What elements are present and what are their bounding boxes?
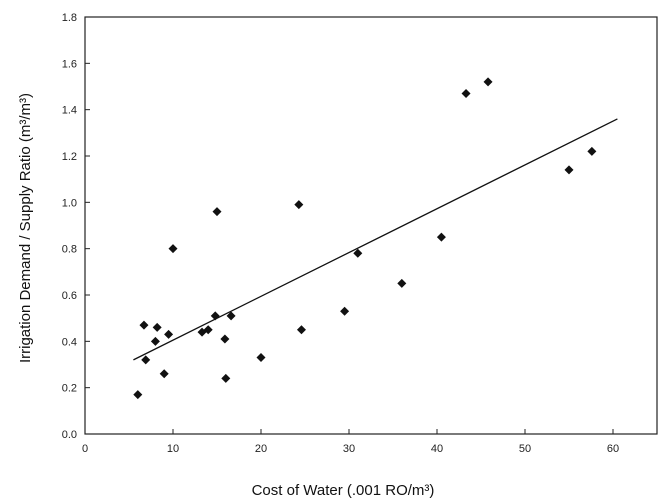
y-tick-label: 0.0	[62, 429, 77, 441]
data-point-diamond	[212, 207, 222, 217]
data-point-diamond	[220, 334, 230, 344]
data-point-diamond	[159, 369, 169, 379]
x-tick-label: 60	[607, 443, 619, 455]
data-point-diamond	[436, 232, 446, 242]
data-point-diamond	[256, 353, 266, 363]
data-point-diamond	[150, 336, 160, 346]
y-tick-label: 0.8	[62, 244, 77, 256]
data-point-diamond	[164, 329, 174, 339]
data-point-diamond	[139, 320, 149, 330]
x-tick-label: 0	[82, 443, 88, 455]
y-tick-label: 0.2	[62, 383, 77, 395]
data-point-diamond	[587, 146, 597, 156]
data-point-diamond	[340, 306, 350, 316]
trend-line	[133, 118, 618, 361]
x-tick-label: 50	[519, 443, 531, 455]
y-tick-label: 1.0	[62, 197, 77, 209]
plot-area-frame	[84, 16, 658, 435]
data-point-diamond	[397, 278, 407, 288]
x-tick-label: 10	[167, 443, 179, 455]
y-axis-ticks: 0.0 0.2 0.4 0.6 0.8 1.0 1.2 1.4 1.6 1.8	[62, 12, 90, 441]
data-point-diamond	[296, 325, 306, 335]
y-tick-label: 1.6	[62, 58, 77, 70]
data-point-diamond	[226, 311, 236, 321]
x-axis-title: Cost of Water (.001 RO/m³)	[252, 482, 435, 499]
x-tick-label: 40	[431, 443, 443, 455]
y-tick-label: 1.4	[62, 105, 77, 117]
data-point-diamond	[152, 322, 162, 332]
y-tick-label: 1.8	[62, 12, 77, 24]
data-point-diamond	[168, 244, 178, 254]
data-point-diamond	[203, 325, 213, 335]
data-point-diamond	[210, 311, 220, 321]
data-point-diamond	[221, 373, 231, 383]
data-point-diamond	[483, 77, 493, 87]
data-point-diamond	[461, 88, 471, 98]
data-point-diamond	[564, 165, 574, 175]
y-tick-label: 1.2	[62, 151, 77, 163]
y-axis-title: Irrigation Demand / Supply Ratio (m³/m³)	[17, 93, 34, 363]
x-axis-ticks: 0 10 20 30 40 50 60	[82, 429, 619, 455]
x-tick-label: 20	[255, 443, 267, 455]
y-tick-label: 0.4	[62, 336, 77, 348]
data-point-diamond	[353, 248, 363, 258]
data-point-diamond	[133, 390, 143, 400]
x-tick-label: 30	[343, 443, 355, 455]
data-point-diamond	[294, 200, 304, 210]
data-points	[133, 77, 597, 400]
data-point-diamond	[141, 355, 151, 365]
y-tick-label: 0.6	[62, 290, 77, 302]
